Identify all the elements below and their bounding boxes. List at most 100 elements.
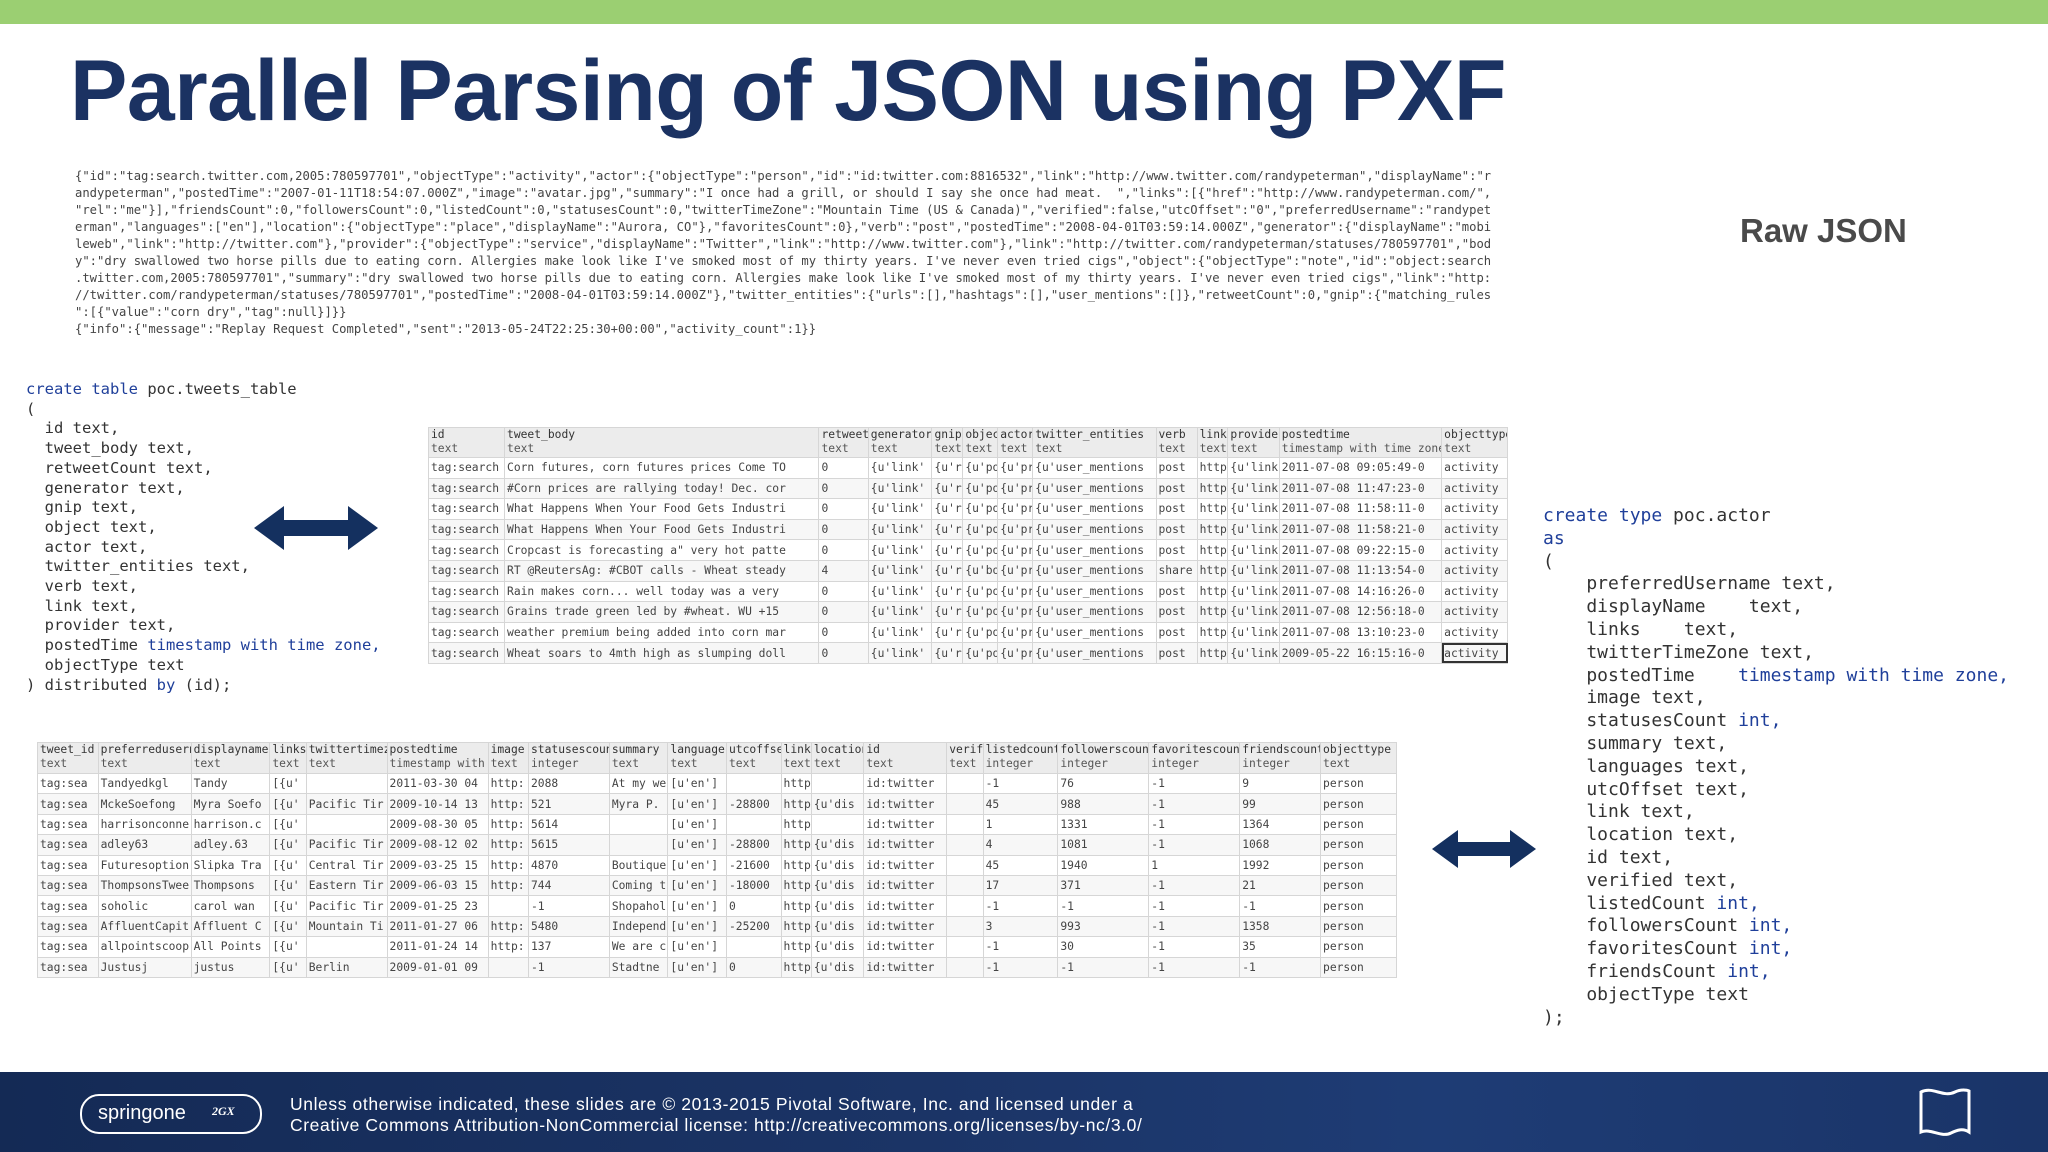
table-cell[interactable]: 2009-06-03 15 <box>386 874 489 897</box>
table-cell[interactable]: person <box>1320 936 1397 958</box>
table-cell[interactable]: {u'po <box>962 580 999 603</box>
table-cell[interactable]: 30 <box>1057 936 1150 958</box>
table-cell[interactable]: tag:search <box>427 580 506 603</box>
table-cell[interactable]: id:twitter <box>863 874 948 897</box>
table-cell[interactable]: {u'dis <box>810 936 865 958</box>
table-cell[interactable]: {u'user_mentions <box>1032 457 1157 479</box>
table-cell[interactable] <box>305 936 388 958</box>
table-cell[interactable]: -21600 <box>726 854 782 876</box>
table-cell[interactable]: 45 <box>982 793 1059 815</box>
table-cell[interactable]: -1 <box>1148 956 1241 978</box>
column-header[interactable]: listedcount integer <box>982 742 1059 774</box>
table-cell[interactable]: {u'user_mentions <box>1032 621 1157 644</box>
table-row[interactable]: tag:search #Corn prices are rallying toda… <box>427 477 1508 500</box>
table-cell[interactable] <box>608 834 669 856</box>
table-cell[interactable]: Boutique <box>608 854 669 876</box>
table-cell[interactable]: harrison.c <box>190 813 271 836</box>
table-cell[interactable]: 2009-08-12 02 <box>386 834 489 856</box>
table-cell[interactable]: Independ <box>608 915 669 938</box>
table-cell[interactable]: -25200 <box>726 915 782 938</box>
table-cell[interactable]: {u'dis <box>810 956 865 978</box>
table-cell[interactable]: 0 <box>818 477 869 500</box>
table-cell[interactable]: [u'en'] <box>667 895 727 917</box>
table-row[interactable]: tag:search RT @ReutersAg: #CBOT calls - W… <box>427 559 1508 582</box>
table-cell[interactable]: 0 <box>726 956 782 978</box>
table-cell[interactable]: {u'pr <box>997 518 1034 541</box>
table-cell[interactable]: [u'en'] <box>667 956 727 978</box>
table-cell[interactable]: 0 <box>818 518 869 541</box>
column-header[interactable]: statusescountinteger <box>527 742 610 774</box>
column-header[interactable]: twitter_entities text <box>1032 427 1157 458</box>
table-cell[interactable]: Coming t <box>608 874 669 897</box>
table-cell[interactable]: {u'r <box>931 559 964 582</box>
table-cell[interactable]: -1 <box>1148 813 1241 836</box>
table-cell[interactable]: {u'pr <box>997 621 1034 644</box>
table-cell[interactable]: -1 <box>982 895 1059 917</box>
table-cell[interactable]: ThompsonsTwee <box>97 874 192 897</box>
table-cell[interactable]: allpointscoop <box>97 936 192 958</box>
table-cell[interactable] <box>946 834 984 856</box>
table-row[interactable]: tag:sea soholic carol wan [{u' Pacific Tir 20… <box>37 895 1397 917</box>
table-cell[interactable]: id:twitter <box>863 793 948 815</box>
table-cell[interactable]: activity <box>1441 580 1508 603</box>
table-cell[interactable]: {u'link' <box>867 477 933 500</box>
column-header[interactable]: followerscount integer <box>1057 742 1150 774</box>
table-cell[interactable]: http <box>1196 539 1229 561</box>
table-cell[interactable] <box>608 813 669 836</box>
table-cell[interactable]: id:twitter <box>863 772 948 795</box>
table-cell[interactable]: 3 <box>982 915 1059 938</box>
table-cell[interactable]: 2009-08-30 05 <box>386 813 489 836</box>
table-cell[interactable]: {u'dis <box>810 874 865 897</box>
table-cell[interactable]: http <box>1196 477 1229 500</box>
table-cell[interactable]: -1 <box>1148 793 1241 815</box>
table-cell[interactable]: Pacific Tir <box>305 834 388 856</box>
table-cell[interactable]: Grains trade green led by #wheat. WU +15 <box>504 601 820 623</box>
table-cell[interactable]: MckeSoefong <box>97 793 192 815</box>
table-cell[interactable]: Futuresoption <box>97 854 192 876</box>
table-cell[interactable]: Shopahol <box>608 895 669 917</box>
table-cell[interactable]: [{u' <box>269 834 307 856</box>
table-cell[interactable]: 2011-07-08 09:05:49-0 <box>1278 457 1443 479</box>
table-cell[interactable]: post <box>1155 518 1198 541</box>
table-cell[interactable]: activity <box>1441 601 1508 623</box>
table-cell[interactable]: post <box>1155 539 1198 561</box>
table-cell[interactable]: http <box>1196 559 1229 582</box>
column-header[interactable]: utcoffsettext <box>726 742 782 774</box>
table-cell[interactable]: 2009-10-14 13 <box>386 793 489 815</box>
table-cell[interactable]: activity <box>1441 498 1508 520</box>
table-cell[interactable] <box>810 813 865 836</box>
table-cell[interactable]: http: <box>487 834 529 856</box>
table-cell[interactable]: activity <box>1441 539 1508 561</box>
table-cell[interactable]: Myra P. <box>608 793 669 815</box>
table-cell[interactable]: -1 <box>1239 956 1322 978</box>
table-cell[interactable]: post <box>1155 457 1198 479</box>
column-header[interactable]: postedtime timestamp with time zone <box>1278 427 1443 458</box>
table-cell[interactable]: tag:search <box>427 601 506 623</box>
table-row[interactable]: tag:sea adley63 adley.63 [{u' Pacific Tir 200… <box>37 834 1397 856</box>
table-cell[interactable]: {u'pr <box>997 477 1034 500</box>
table-cell[interactable]: {u'link' <box>867 498 933 520</box>
table-cell[interactable]: [u'en'] <box>667 793 727 815</box>
table-cell[interactable]: Slipka Tra <box>190 854 271 876</box>
table-cell[interactable]: 2011-07-08 11:13:54-0 <box>1278 559 1443 582</box>
table-cell[interactable]: 0 <box>818 642 869 664</box>
table-cell[interactable]: http: <box>487 772 529 795</box>
table-cell[interactable]: {u'pr <box>997 642 1034 664</box>
column-header[interactable]: favoritescount integer <box>1148 742 1241 774</box>
table-cell[interactable]: http: <box>487 813 529 836</box>
table-cell[interactable] <box>946 854 984 876</box>
table-cell[interactable]: {u'po <box>962 621 999 644</box>
table-cell[interactable]: tag:sea <box>37 813 99 836</box>
table-cell[interactable]: [u'en'] <box>667 834 727 856</box>
column-header[interactable]: links text <box>269 742 307 774</box>
table-cell[interactable]: 4 <box>818 559 869 582</box>
table-cell[interactable]: {u'user_mentions <box>1032 601 1157 623</box>
table-cell[interactable]: {u'r <box>931 457 964 479</box>
table-cell[interactable]: harrisonconne <box>97 813 192 836</box>
table-cell[interactable]: -1 <box>1057 956 1150 978</box>
table-cell[interactable]: {u'pr <box>997 601 1034 623</box>
table-cell[interactable]: {u'pr <box>997 559 1034 582</box>
table-cell[interactable]: 1940 <box>1057 854 1150 876</box>
table-row[interactable]: tag:search Corn futures, corn futures pri… <box>427 457 1508 479</box>
